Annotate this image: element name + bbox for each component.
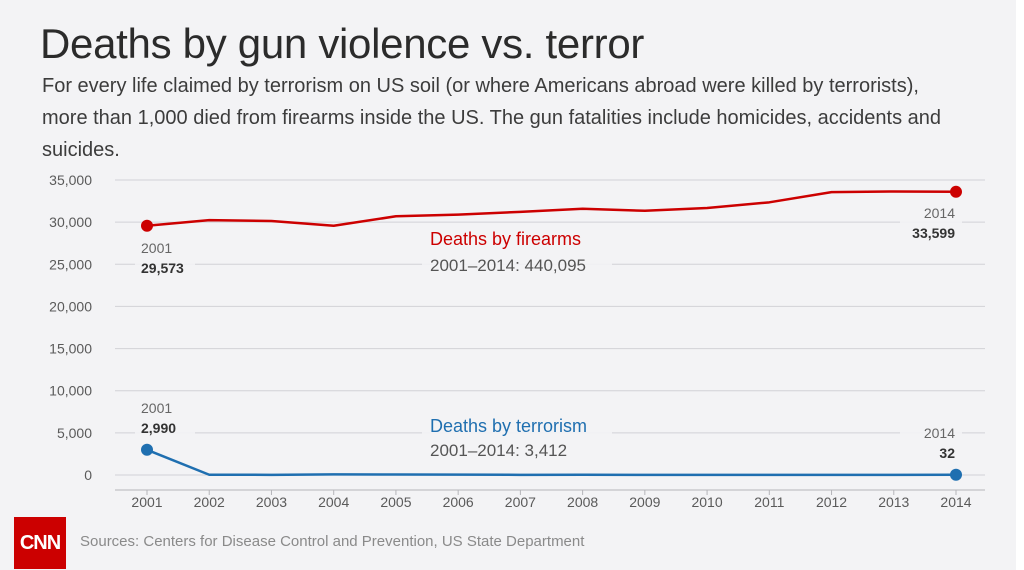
series-line-terrorism: [146, 448, 957, 477]
y-tick-label: 15,000: [49, 341, 92, 357]
end-year-label: 2014: [924, 425, 955, 441]
end-label-bg: [900, 420, 962, 464]
start-value-label: 2,990: [141, 420, 176, 436]
x-tick-label: 2001: [131, 494, 162, 510]
start-value-label: 29,573: [141, 260, 184, 276]
y-tick-label: 30,000: [49, 214, 92, 230]
x-tick-label: 2013: [878, 494, 909, 510]
y-tick-label: 0: [84, 467, 92, 483]
series-line-firearms: [146, 190, 957, 228]
y-tick-label: 35,000: [49, 172, 92, 188]
start-label-bg: [135, 396, 195, 440]
x-tick-label: 2007: [505, 494, 536, 510]
chart-subtitle: For every life claimed by terrorism on U…: [42, 75, 942, 161]
y-tick-label: 20,000: [49, 298, 92, 314]
x-tick-label: 2003: [256, 494, 287, 510]
series-name-label: Deaths by firearms: [430, 229, 581, 249]
cnn-logo: CNN: [14, 517, 66, 569]
chart-title: Deaths by gun violence vs. terror: [40, 20, 645, 67]
x-tick-label: 2002: [194, 494, 225, 510]
x-tick-label: 2008: [567, 494, 598, 510]
start-year-label: 2001: [141, 400, 172, 416]
end-year-label: 2014: [924, 205, 955, 221]
source-note: Sources: Centers for Disease Control and…: [80, 533, 585, 550]
x-tick-label: 2004: [318, 494, 349, 510]
start-label-bg: [135, 236, 195, 280]
x-tick-label: 2012: [816, 494, 847, 510]
page-edge: [1016, 0, 1024, 570]
line-chart: 0 5,000 10,000 15,000 20,000 25,000 30,000 35,0…: [49, 172, 985, 510]
start-point: [141, 443, 153, 456]
x-tick-label: 2009: [629, 494, 660, 510]
start-point: [141, 219, 153, 232]
series-name-label: Deaths by terrorism: [430, 416, 587, 436]
series-total-label: 2001–2014: 3,412: [430, 441, 567, 460]
series-label-bg: [422, 223, 612, 278]
x-tick-label: 2010: [691, 494, 722, 510]
y-tick-label: 25,000: [49, 256, 92, 272]
series-label-bg: [422, 410, 612, 465]
series-total-label: 2001–2014: 440,095: [430, 256, 586, 275]
x-tick-label: 2011: [754, 494, 784, 510]
x-tick-label: 2005: [380, 494, 411, 510]
end-value-label: 33,599: [912, 225, 955, 241]
end-value-label: 32: [939, 445, 955, 461]
y-tick-label: 5,000: [57, 425, 92, 441]
y-tick-label: 10,000: [49, 383, 92, 399]
end-point: [950, 185, 962, 198]
x-tick-label: 2014: [940, 494, 971, 510]
x-tick-label: 2006: [443, 494, 474, 510]
end-label-bg: [900, 200, 962, 244]
start-year-label: 2001: [141, 240, 172, 256]
end-point: [950, 468, 962, 481]
